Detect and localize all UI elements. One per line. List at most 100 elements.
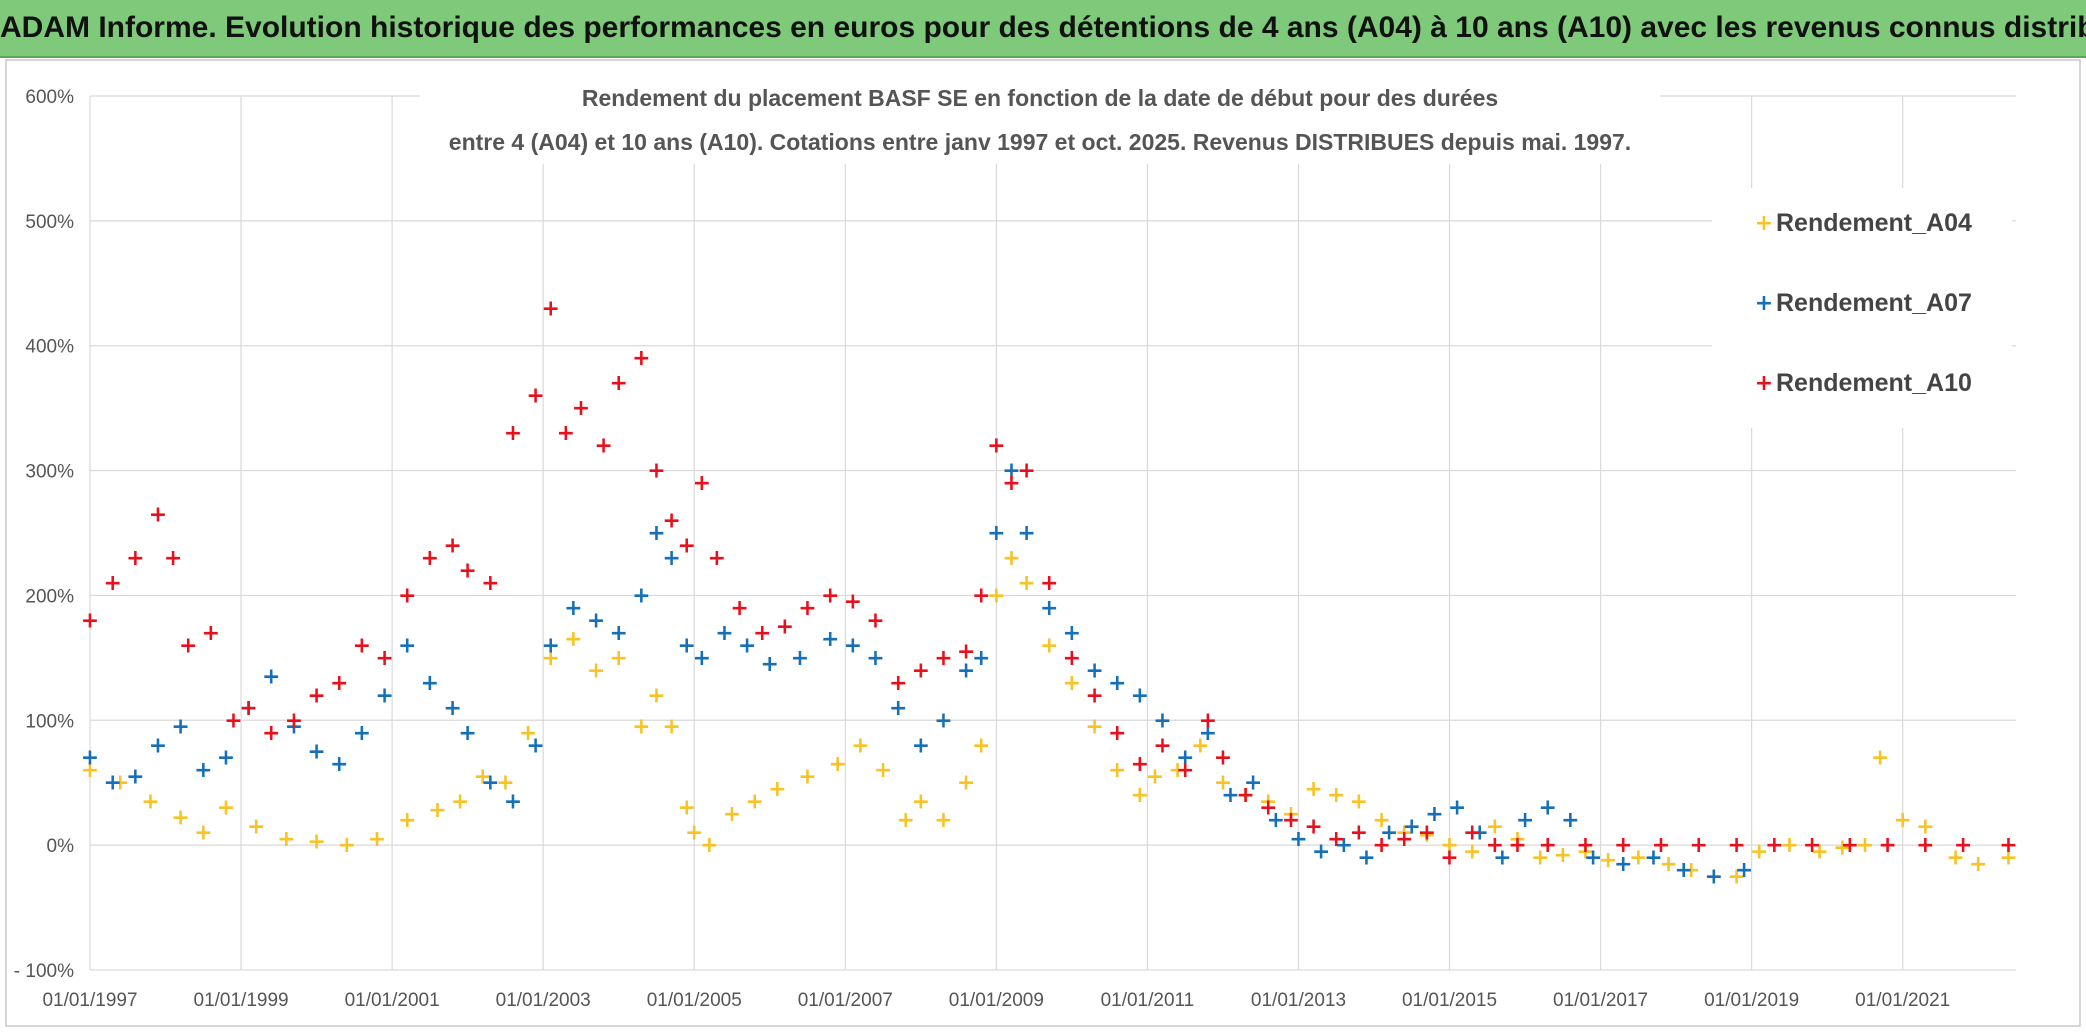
- data-point: +: [1357, 846, 1375, 871]
- data-point: +: [934, 646, 952, 671]
- data-point: +: [398, 808, 416, 833]
- data-point: +: [262, 665, 280, 690]
- data-point: +: [1214, 746, 1232, 771]
- data-point: +: [1576, 833, 1594, 858]
- data-point: +: [1289, 827, 1307, 852]
- data-point: +: [421, 671, 439, 696]
- data-point: +: [1999, 846, 2017, 871]
- data-point: +: [1040, 596, 1058, 621]
- data-point: +: [141, 789, 159, 814]
- data-point: +: [1350, 789, 1368, 814]
- data-point: +: [126, 546, 144, 571]
- x-tick-label: 01/01/2005: [647, 990, 742, 1011]
- data-point: +: [353, 633, 371, 658]
- data-point: +: [1063, 646, 1081, 671]
- data-point: +: [587, 658, 605, 683]
- data-point: +: [239, 696, 257, 721]
- data-point: +: [1999, 833, 2017, 858]
- data-point: +: [285, 715, 303, 740]
- data-point: +: [632, 583, 650, 608]
- data-point: +: [519, 721, 537, 746]
- data-point: +: [821, 627, 839, 652]
- data-point: +: [164, 546, 182, 571]
- data-point: +: [889, 671, 907, 696]
- data-point: +: [1040, 571, 1058, 596]
- data-point: +: [504, 789, 522, 814]
- data-point: +: [307, 683, 325, 708]
- data-point: +: [1131, 783, 1149, 808]
- data-point: +: [609, 371, 627, 396]
- data-point: +: [572, 396, 590, 421]
- data-point: +: [81, 758, 99, 783]
- data-point: +: [1448, 796, 1466, 821]
- data-point: +: [277, 827, 295, 852]
- data-point: +: [972, 733, 990, 758]
- data-point: +: [761, 652, 779, 677]
- data-point: +: [542, 646, 560, 671]
- data-point: +: [1312, 839, 1330, 864]
- data-point: +: [1236, 783, 1254, 808]
- data-point: +: [1727, 833, 1745, 858]
- data-point: +: [1131, 683, 1149, 708]
- data-point: +: [338, 833, 356, 858]
- data-point: +: [1463, 839, 1481, 864]
- data-point: +: [1841, 833, 1859, 858]
- data-point: +: [481, 771, 499, 796]
- data-point: +: [1327, 783, 1345, 808]
- data-point: +: [972, 646, 990, 671]
- y-tick-label: 300%: [25, 462, 74, 483]
- data-point: +: [912, 789, 930, 814]
- data-point: +: [428, 798, 446, 823]
- data-point: +: [1403, 814, 1421, 839]
- data-point: +: [957, 658, 975, 683]
- y-tick-label: 500%: [25, 212, 74, 233]
- data-point: +: [1576, 839, 1594, 864]
- data-point: +: [1780, 833, 1798, 858]
- data-point: +: [247, 814, 265, 839]
- data-point: +: [1282, 808, 1300, 833]
- data-point: +: [1153, 733, 1171, 758]
- data-point: +: [542, 633, 560, 658]
- y-axis: 600% 500% 400% 300% 200% 100% 0% - 100%: [14, 87, 74, 982]
- data-point: +: [677, 633, 695, 658]
- data-point: +: [239, 696, 257, 721]
- x-tick-label: 01/01/2013: [1251, 990, 1346, 1011]
- data-point: +: [1969, 852, 1987, 877]
- data-point: +: [330, 671, 348, 696]
- data-point: +: [912, 733, 930, 758]
- data-point: +: [443, 533, 461, 558]
- data-point: +: [1856, 833, 1874, 858]
- data-point: +: [1810, 839, 1828, 864]
- data-point: +: [1108, 721, 1126, 746]
- data-point: +: [1803, 833, 1821, 858]
- data-point: +: [1199, 708, 1217, 733]
- data-point: +: [609, 621, 627, 646]
- data-point: +: [1486, 833, 1504, 858]
- data-point: +: [987, 583, 1005, 608]
- data-point: +: [1705, 864, 1723, 889]
- data-point: +: [81, 746, 99, 771]
- x-tick-label: 01/01/2001: [345, 990, 440, 1011]
- data-point: +: [1304, 777, 1322, 802]
- data-point: +: [1614, 852, 1632, 877]
- data-point: +: [1493, 846, 1511, 871]
- data-point: +: [1727, 864, 1745, 889]
- data-point: +: [1871, 746, 1889, 771]
- data-point: +: [647, 521, 665, 546]
- data-point: +: [632, 715, 650, 740]
- data-point: +: [1833, 836, 1851, 861]
- data-point: +: [398, 583, 416, 608]
- data-point: +: [1168, 758, 1186, 783]
- data-point: +: [957, 640, 975, 665]
- data-point: +: [1682, 858, 1700, 883]
- data-point: +: [798, 764, 816, 789]
- data-point: +: [647, 683, 665, 708]
- data-point: +: [1614, 833, 1632, 858]
- data-point: +: [526, 733, 544, 758]
- data-point: +: [421, 546, 439, 571]
- data-point: +: [375, 683, 393, 708]
- data-point: +: [1108, 758, 1126, 783]
- data-point: +: [1221, 783, 1239, 808]
- x-tick-label: 01/01/2007: [798, 990, 893, 1011]
- legend-marker-icon: +: [1755, 211, 1773, 236]
